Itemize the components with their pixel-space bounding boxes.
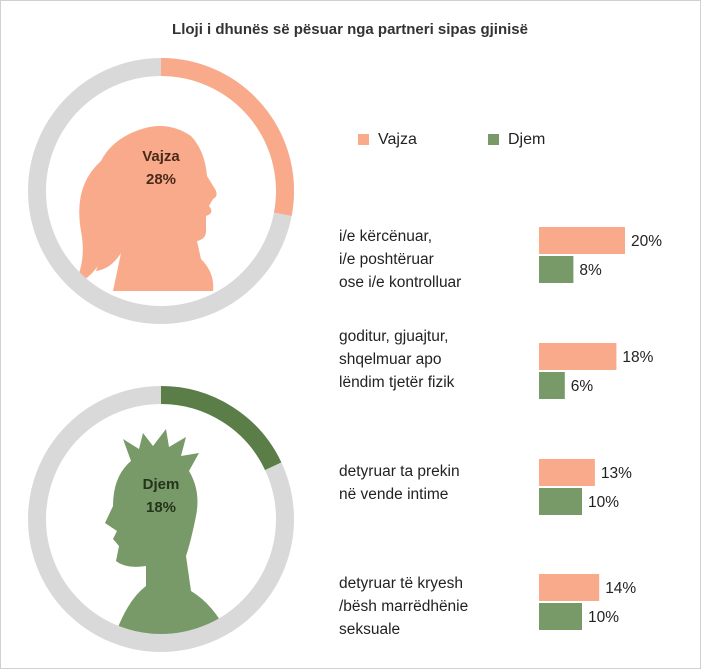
legend-swatch <box>488 134 499 145</box>
category-label: i/e kërcënuar, i/e poshtëruar ose i/e ko… <box>339 225 461 294</box>
value-label: 10% <box>588 494 619 512</box>
value-label: 8% <box>579 262 601 280</box>
bar <box>539 488 582 515</box>
value-label: 20% <box>631 233 662 251</box>
infographic: Lloji i dhunës së pësuar nga partneri si… <box>0 0 701 669</box>
bar <box>539 603 582 630</box>
category-label: detyruar ta prekin në vende intime <box>339 460 460 506</box>
value-label: 13% <box>601 465 632 483</box>
value-label: 18% <box>622 349 653 367</box>
chart-title: Lloji i dhunës së pësuar nga partneri si… <box>172 21 528 38</box>
category-label: goditur, gjuajtur, shqelmuar apo lëndim … <box>339 325 454 394</box>
value-label: 10% <box>588 609 619 627</box>
value-label: 14% <box>605 580 636 598</box>
bar <box>539 574 599 601</box>
bar <box>539 256 573 283</box>
legend-label: Djem <box>508 131 545 149</box>
donut-value: 28% <box>146 171 176 188</box>
category-label: detyruar të kryesh /bësh marrëdhënie sek… <box>339 572 468 641</box>
legend-label: Vajza <box>378 131 417 149</box>
bar <box>539 227 625 254</box>
donut-label: Djem <box>143 476 180 493</box>
bar <box>539 372 565 399</box>
bar <box>539 343 616 370</box>
donut-value: 18% <box>146 499 176 516</box>
donut-label: Vajza <box>142 148 180 165</box>
legend-swatch <box>358 134 369 145</box>
value-label: 6% <box>571 378 593 396</box>
boy-silhouette <box>105 429 231 641</box>
bar <box>539 459 595 486</box>
